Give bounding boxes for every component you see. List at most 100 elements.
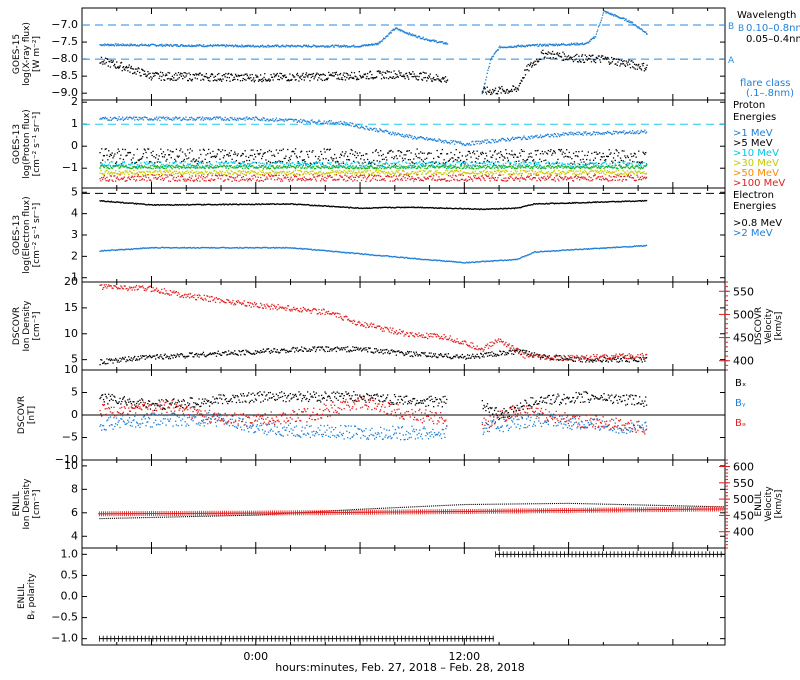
y2-tick-label: 500 [733,493,754,506]
y-tick-label: 0.0 [61,590,79,603]
y2-tick-label: 500 [733,308,754,321]
y2-tick-label: 450 [733,332,754,345]
y-label-line: [cm⁻² s⁻¹ sr⁻¹] [32,203,42,268]
y-label-line: DSCOVR [754,307,764,345]
y-label-line: Ion Density [22,478,32,530]
legend-flare-class: flare class [740,78,790,89]
y-tick-label: −8.0 [51,52,78,65]
y-tick-label: 5 [71,185,78,198]
legend-proton-3: >30 MeV [733,158,779,169]
series-group [99,116,648,182]
legend-proton-4: >50 MeV [733,168,779,179]
y-label-line: Ion Density [22,300,32,352]
legend-bz: Bₔ [735,418,746,429]
y-tick-label: −0.5 [51,611,78,624]
y-label-line: GOES-13 [12,124,22,164]
legend-proton-1: >5 MeV [733,138,773,149]
legend-flare-range: (.1–.8nm) [746,88,794,99]
y-axis-label: GOES-15 log(X-ray flux) [W m⁻²] [12,22,42,86]
y2-axis-label: ENLIL Velocity [km/s] [754,486,784,522]
legend-title-electron-2: Energies [733,201,776,212]
series--10-mev [99,160,648,169]
series-group [99,199,648,264]
y-tick-label: 2 [71,95,78,108]
y-tick-label: 0 [71,139,78,152]
y-axis-label: DSCOVR Ion Density [cm⁻³] [12,300,42,352]
y-label-line: log(Proton flux) [22,109,32,178]
y-label-line: GOES-13 [12,215,22,255]
y2-tick-label: 550 [733,285,754,298]
y-tick-label: 10 [64,327,78,340]
panel-dscovr_mag: 10 5 0 −5 −10 DSCOVR [nT] [17,363,726,466]
y-tick-label: 4 [71,207,78,220]
y-tick-label: 15 [64,301,78,314]
y-tick-label: 10 [64,363,78,376]
legend-title-xray: Wavelength [737,10,796,21]
y-label-line: [km/s] [774,490,784,519]
y-label-line: Velocity [764,308,774,344]
y-tick-label: −7.5 [51,35,78,48]
y-tick-label: −10 [55,453,78,466]
legend-electron-1: >2 MeV [733,228,773,239]
legend-title-proton-2: Energies [733,112,776,123]
series-velocity [97,506,725,517]
series-group [97,502,725,520]
y-tick-label: 0 [71,408,78,421]
y-label-line: Velocity [764,486,774,522]
y-label-line: Bᵧ polarity [27,572,37,619]
series-by [99,412,648,441]
series--30-mev [99,164,648,170]
legend-flare-b: B [738,24,744,34]
panel-frame [81,547,726,646]
panel-proton: 2 1 0 −1 GOES-13 log(Proton flux) [cm⁻² s⁻¹ sr… [12,95,726,189]
x-tick-label: 0:00 [243,650,268,663]
y-tick-label: −8.5 [51,69,78,82]
y-tick-label: −1 [62,161,78,174]
legend-proton-0: >1 MeV [733,128,773,139]
legend-by: Bᵧ [735,398,746,409]
legend-xray-long: 0.10–0.8nm [746,23,800,34]
y-label-line: [cm⁻³] [32,489,42,518]
series--50-mev [99,169,648,176]
legend-proton-2: >10 MeV [733,148,779,159]
series-velocity [99,284,648,362]
y-label-line: [cm⁻³] [32,311,42,340]
legend-proton-5: >100 MeV [733,178,785,189]
panel-frame [81,459,726,549]
x-axis-label: hours:minutes, Feb. 27, 2018 – Feb. 28, … [275,661,525,674]
y2-axis-label: DSCOVR Velocity [km/s] [754,307,784,345]
y-tick-label: 20 [64,275,78,288]
y-label-line: DSCOVR [17,396,27,434]
y-tick-label: 1.0 [61,547,79,560]
series-group [99,284,648,366]
y2-tick-label: 450 [733,509,754,522]
series--2-mev [99,244,648,264]
series-group [99,10,648,96]
y-tick-label: 1 [71,271,78,284]
panel-enlil_by: 1.0 0.5 0.0 −0.5 −1.0 0:00 12:00 ENLIL Bᵧ polari… [17,547,726,663]
y-axis-label: ENLIL Bᵧ polarity [17,572,37,619]
y-axis-label: DSCOVR [nT] [17,396,37,434]
y-tick-label: 8 [71,482,78,495]
y-label-line: [km/s] [774,312,784,341]
series-0-10-0-8nm [99,10,648,95]
y-label-line: log(Electron flux) [22,196,32,273]
series-polarity [98,551,725,642]
y-tick-label: −5 [62,431,78,444]
y-label-line: DSCOVR [12,307,22,345]
y-tick-label: −1.0 [51,632,78,645]
series-bx [99,391,648,421]
y-label-line: [W m⁻²] [32,36,42,72]
y-axis-label: GOES-13 log(Electron flux) [cm⁻² s⁻¹ sr⁻¹] [12,196,42,273]
series--0-8-mev [99,199,648,211]
y2-tick-label: 600 [733,461,754,474]
panel-electron: 5 4 3 2 1 GOES-13 log(Electron flux) [cm⁻² s⁻¹ … [12,185,726,284]
series-0-05-0-4nm [99,49,648,96]
y-label-line: GOES-15 [12,34,22,74]
y-tick-label: 2 [71,249,78,262]
y-label-line: ENLIL [17,584,27,609]
